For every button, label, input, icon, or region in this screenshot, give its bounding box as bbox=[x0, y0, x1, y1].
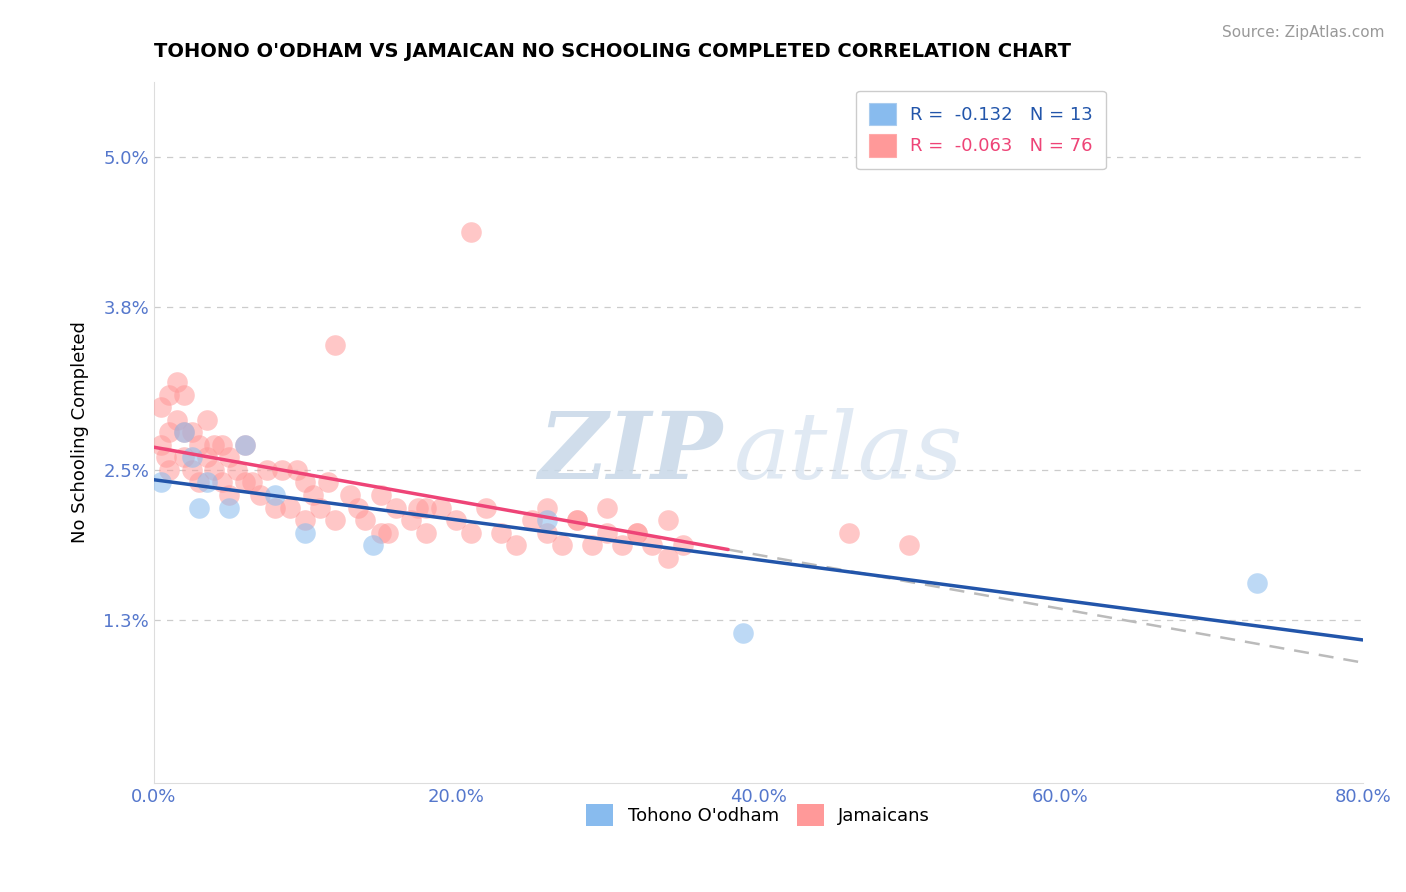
Legend: Tohono O'odham, Jamaicans: Tohono O'odham, Jamaicans bbox=[579, 797, 938, 834]
Point bbox=[157, 463, 180, 477]
Point bbox=[657, 550, 679, 565]
Point bbox=[195, 413, 218, 427]
Point bbox=[195, 450, 218, 465]
Point bbox=[475, 500, 498, 515]
Point bbox=[195, 475, 218, 490]
Point bbox=[166, 413, 188, 427]
Point bbox=[370, 488, 392, 502]
Point bbox=[565, 513, 588, 527]
Text: TOHONO O'ODHAM VS JAMAICAN NO SCHOOLING COMPLETED CORRELATION CHART: TOHONO O'ODHAM VS JAMAICAN NO SCHOOLING … bbox=[153, 42, 1071, 61]
Point bbox=[226, 463, 249, 477]
Point bbox=[551, 538, 574, 552]
Point bbox=[430, 500, 453, 515]
Point bbox=[505, 538, 527, 552]
Point bbox=[271, 463, 294, 477]
Point bbox=[173, 388, 195, 402]
Point bbox=[323, 337, 346, 351]
Point bbox=[202, 438, 225, 452]
Point bbox=[626, 525, 648, 540]
Point bbox=[377, 525, 399, 540]
Point bbox=[626, 525, 648, 540]
Point bbox=[415, 500, 437, 515]
Point bbox=[672, 538, 695, 552]
Point bbox=[180, 450, 202, 465]
Point bbox=[188, 475, 211, 490]
Point bbox=[1246, 575, 1268, 590]
Point bbox=[491, 525, 513, 540]
Point bbox=[278, 500, 301, 515]
Point bbox=[838, 525, 860, 540]
Point bbox=[596, 525, 619, 540]
Point bbox=[202, 463, 225, 477]
Point bbox=[460, 225, 482, 239]
Point bbox=[157, 425, 180, 440]
Text: Source: ZipAtlas.com: Source: ZipAtlas.com bbox=[1222, 25, 1385, 40]
Point bbox=[294, 475, 316, 490]
Point bbox=[316, 475, 339, 490]
Text: atlas: atlas bbox=[734, 409, 963, 499]
Point bbox=[180, 463, 202, 477]
Point bbox=[460, 525, 482, 540]
Point bbox=[180, 425, 202, 440]
Point bbox=[415, 525, 437, 540]
Point bbox=[218, 500, 240, 515]
Point bbox=[309, 500, 332, 515]
Text: ZIP: ZIP bbox=[537, 409, 723, 499]
Point bbox=[155, 450, 177, 465]
Point bbox=[157, 388, 180, 402]
Point bbox=[240, 475, 263, 490]
Point bbox=[444, 513, 467, 527]
Point bbox=[536, 513, 558, 527]
Point bbox=[287, 463, 309, 477]
Point bbox=[641, 538, 664, 552]
Point bbox=[211, 438, 233, 452]
Point bbox=[399, 513, 422, 527]
Point bbox=[211, 475, 233, 490]
Point bbox=[263, 488, 285, 502]
Point bbox=[166, 376, 188, 390]
Point bbox=[173, 425, 195, 440]
Point bbox=[256, 463, 278, 477]
Point bbox=[361, 538, 384, 552]
Y-axis label: No Schooling Completed: No Schooling Completed bbox=[72, 321, 89, 543]
Point bbox=[657, 513, 679, 527]
Point bbox=[249, 488, 271, 502]
Point bbox=[898, 538, 921, 552]
Point bbox=[370, 525, 392, 540]
Point bbox=[263, 500, 285, 515]
Point bbox=[233, 438, 256, 452]
Point bbox=[612, 538, 634, 552]
Point bbox=[520, 513, 543, 527]
Point bbox=[354, 513, 377, 527]
Point bbox=[218, 488, 240, 502]
Point bbox=[384, 500, 406, 515]
Point bbox=[233, 475, 256, 490]
Point bbox=[581, 538, 603, 552]
Point bbox=[406, 500, 429, 515]
Point bbox=[323, 513, 346, 527]
Point bbox=[188, 500, 211, 515]
Point bbox=[188, 438, 211, 452]
Point bbox=[150, 475, 173, 490]
Point bbox=[173, 450, 195, 465]
Point bbox=[218, 450, 240, 465]
Point bbox=[301, 488, 323, 502]
Point bbox=[150, 438, 173, 452]
Point bbox=[347, 500, 370, 515]
Point bbox=[294, 525, 316, 540]
Point bbox=[596, 500, 619, 515]
Point bbox=[565, 513, 588, 527]
Point bbox=[339, 488, 361, 502]
Point bbox=[150, 401, 173, 415]
Point bbox=[294, 513, 316, 527]
Point bbox=[733, 625, 755, 640]
Point bbox=[536, 525, 558, 540]
Point bbox=[233, 438, 256, 452]
Point bbox=[173, 425, 195, 440]
Point bbox=[536, 500, 558, 515]
